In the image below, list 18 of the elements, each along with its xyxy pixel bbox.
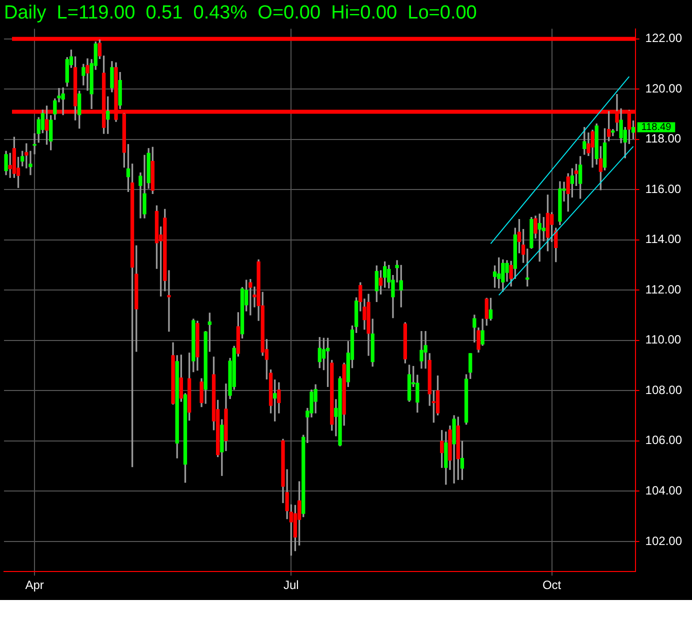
y-tick-label: 122.00 [645, 31, 682, 46]
y-tick-label: 110.00 [645, 332, 682, 347]
candlestick [424, 331, 428, 369]
y-tick-label: 114.00 [645, 232, 682, 246]
y-tick-label: 102.00 [645, 534, 682, 548]
candlestick [61, 88, 65, 116]
y-tick-label: 112.00 [645, 282, 682, 296]
x-tick-label: Apr [25, 578, 44, 592]
y-tick-label: 104.00 [645, 484, 682, 498]
x-tick-label: Oct [542, 578, 562, 592]
y-tick-label: 120.00 [645, 81, 682, 96]
y-tick-label: 118.00 [645, 132, 682, 146]
y-tick-label: 106.00 [645, 433, 682, 448]
chart-title: Daily L=119.00 0.51 0.43% O=0.00 Hi=0.00 Lo=0.00 [4, 2, 477, 24]
text: 118.49 [641, 122, 672, 134]
x-tick-label: Jul [283, 578, 299, 592]
y-tick-label: 116.00 [645, 182, 682, 196]
y-tick-label: 108.00 [645, 382, 682, 397]
